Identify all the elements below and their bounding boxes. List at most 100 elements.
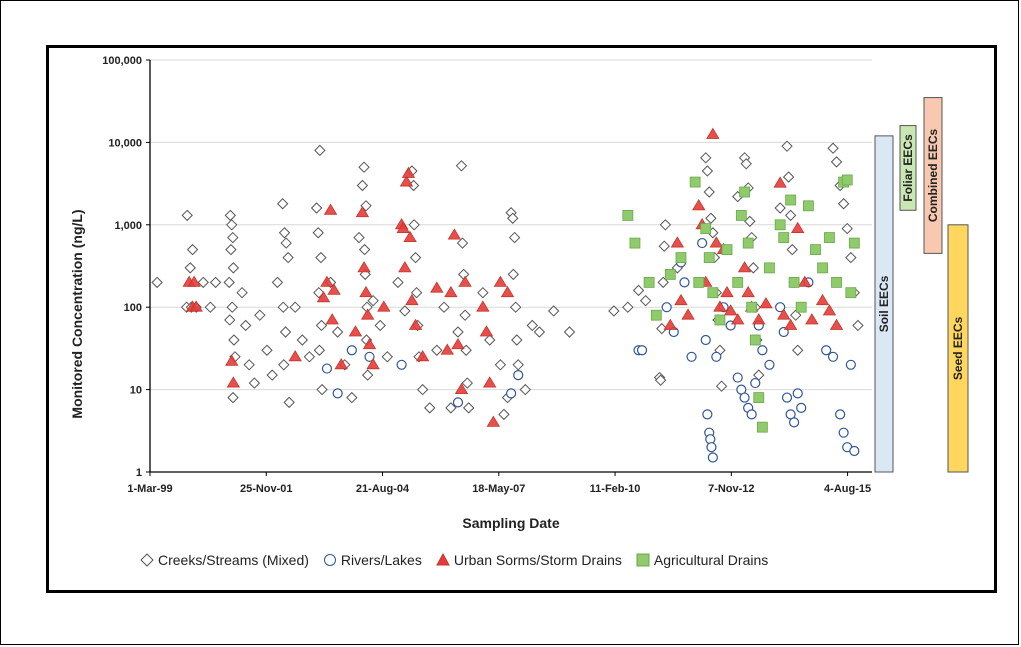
diamond-point xyxy=(204,301,217,313)
legend-item: Urban Sorms/Storm Drains xyxy=(436,552,622,568)
diamond-point xyxy=(279,326,292,338)
legend-label: Agricultural Drains xyxy=(653,552,769,568)
triangle-point xyxy=(327,283,341,295)
circle-point xyxy=(711,351,722,362)
diamond-point xyxy=(452,326,464,338)
square-point xyxy=(721,244,733,256)
circle-point xyxy=(775,302,786,313)
diamond-point xyxy=(224,314,236,326)
eec-range-label: Seed EECs xyxy=(951,316,965,380)
diamond-point xyxy=(782,171,795,183)
diamond-point xyxy=(701,165,714,177)
triangle-point xyxy=(366,358,380,370)
diamond-point xyxy=(457,268,470,281)
circle-point xyxy=(739,392,750,403)
square-point xyxy=(703,252,715,263)
diamond-point xyxy=(657,276,669,289)
diamond-point xyxy=(408,219,420,231)
circle-point xyxy=(364,351,375,362)
triangle-point xyxy=(670,236,685,248)
eec-range-bar xyxy=(923,97,943,254)
diamond-point xyxy=(248,377,261,389)
diamond-point xyxy=(410,286,423,299)
square-point xyxy=(746,301,758,313)
y-tick-label: 100,000 xyxy=(102,55,142,67)
circle-point xyxy=(661,302,672,313)
square-point xyxy=(756,421,768,433)
x-axis-title: Sampling Date xyxy=(462,515,559,531)
diamond-point xyxy=(845,251,857,264)
square-point xyxy=(778,232,790,243)
eec-range-bar xyxy=(899,125,917,211)
diamond-point xyxy=(312,227,324,239)
triangle-point xyxy=(493,275,508,287)
circle-point xyxy=(332,388,343,399)
triangle-point xyxy=(408,318,423,330)
diamond-point xyxy=(639,294,652,307)
diamond-point xyxy=(424,402,436,414)
circle-point xyxy=(757,345,768,356)
y-axis-title: Monitored Concentration (ng/L) xyxy=(69,209,85,418)
square-point xyxy=(848,237,860,249)
diamond-point xyxy=(227,391,239,404)
triangle-point xyxy=(189,300,203,312)
diamond-point xyxy=(277,301,289,313)
circle-marker-icon xyxy=(323,554,336,566)
diamond-point xyxy=(224,209,237,222)
square-point xyxy=(707,287,719,299)
circle-point xyxy=(506,388,517,399)
square-point xyxy=(664,269,676,280)
circle-point xyxy=(746,409,757,420)
diamond-point xyxy=(438,301,450,313)
circle-point xyxy=(513,369,524,381)
square-point xyxy=(742,237,754,249)
triangle-point xyxy=(663,318,677,330)
eec-range-bars: Soil EECs Foliar EECs Combined EECs Seed EE… xyxy=(874,97,969,473)
triangle-point xyxy=(355,205,370,218)
triangle-point xyxy=(415,350,430,362)
circle-point xyxy=(702,409,713,420)
legend-label: Creeks/Streams (Mixed) xyxy=(158,552,309,568)
diamond-point xyxy=(151,276,163,289)
x-tick-label: 11-Feb-10 xyxy=(590,483,641,495)
diamond-point xyxy=(656,322,668,335)
triangle-point xyxy=(440,343,454,355)
x-tick-label: 4-Aug-15 xyxy=(824,483,871,495)
grid-lines xyxy=(150,59,872,391)
chart-frame xyxy=(46,45,997,593)
circle-point xyxy=(697,237,708,249)
legend: Creeks/Streams (Mixed) Rivers/Lakes Urban … xyxy=(140,552,960,568)
circle-point xyxy=(452,397,464,408)
diamond-point xyxy=(705,212,717,224)
triangle-point xyxy=(334,358,348,370)
triangle-point xyxy=(709,236,724,248)
square-point xyxy=(629,237,641,249)
diamond-point xyxy=(227,231,239,244)
triangle-marker-icon xyxy=(436,553,450,566)
x-tick-label: 21-Aug-04 xyxy=(356,483,410,495)
diamond-point xyxy=(431,344,443,356)
diamond-point xyxy=(283,396,295,409)
diamond-point xyxy=(367,294,379,307)
circle-point xyxy=(679,277,690,288)
square-point xyxy=(831,276,842,288)
diamond-point xyxy=(315,319,328,332)
square-point xyxy=(689,176,701,188)
circle-point xyxy=(396,359,407,370)
triangle-point xyxy=(805,313,819,325)
diamond-point xyxy=(381,351,394,363)
triangle-point xyxy=(362,337,377,350)
square-point xyxy=(739,186,750,198)
square-point xyxy=(753,392,765,403)
diamond-point xyxy=(526,319,538,332)
diamond-point xyxy=(358,161,370,173)
square-marker-icon xyxy=(636,553,650,567)
triangle-point xyxy=(720,285,734,298)
diamond-point xyxy=(278,359,290,371)
diamond-point xyxy=(659,219,672,231)
legend-item: Agricultural Drains xyxy=(636,552,768,568)
triangle-point xyxy=(798,275,812,287)
eec-range-bar xyxy=(874,135,894,473)
axes: 1 10 100 1,000 10,000 100,000 1-Mar-99 25-Nov-0… xyxy=(102,55,872,495)
